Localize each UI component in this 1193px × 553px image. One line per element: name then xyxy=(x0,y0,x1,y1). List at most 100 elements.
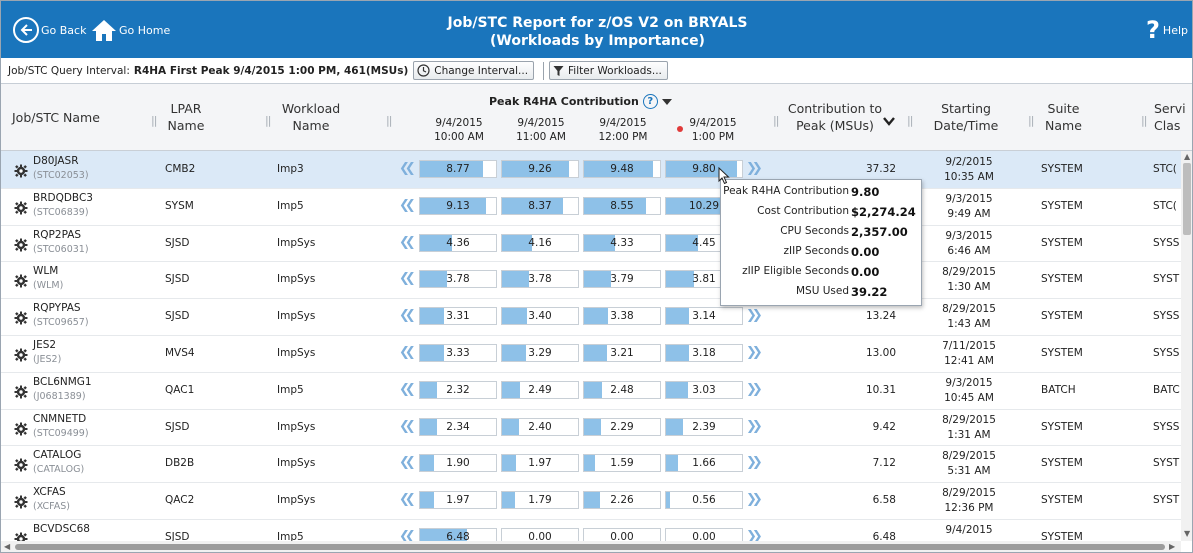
contribution-bar[interactable]: 3.31 xyxy=(419,307,497,326)
scroll-right-double-chevron-icon[interactable]: ❯❯ xyxy=(746,492,763,508)
vertical-scrollbar[interactable]: ▲ ▼ xyxy=(1181,151,1192,541)
scroll-left-double-chevron-icon[interactable]: ❮❮ xyxy=(399,234,416,250)
go-home-button[interactable]: Go Home xyxy=(91,15,170,45)
job-name[interactable]: CNMNETD xyxy=(33,412,87,425)
scroll-right-arrow-icon[interactable]: ▶ xyxy=(1169,542,1176,551)
contribution-bar[interactable]: 3.38 xyxy=(583,307,661,326)
table-row[interactable]: BCL6NMG1 (J0681389) QAC1 Imp5 ❮❮ 2.32 2.49 2.48… xyxy=(1,372,1181,410)
gear-icon[interactable] xyxy=(14,163,28,182)
sort-descending-icon[interactable] xyxy=(883,111,895,130)
contribution-bar[interactable]: 2.29 xyxy=(583,417,661,436)
scroll-left-double-chevron-icon[interactable]: ❮❮ xyxy=(399,418,416,434)
table-row[interactable]: BRDQDBC3 (STC06839) SYSM Imp5 ❮❮ 9.13 8.37 8.55… xyxy=(1,188,1181,226)
contribution-bar[interactable]: 3.40 xyxy=(501,307,579,326)
contribution-bar[interactable]: 8.55 xyxy=(583,196,661,215)
scroll-left-double-chevron-icon[interactable]: ❮❮ xyxy=(399,161,416,176)
gear-icon[interactable] xyxy=(14,237,28,256)
vertical-scroll-thumb[interactable] xyxy=(1183,163,1191,235)
contribution-bar[interactable]: 9.80 xyxy=(665,160,743,178)
scroll-left-double-chevron-icon[interactable]: ❮❮ xyxy=(399,492,416,508)
table-row[interactable]: XCFAS (XCFAS) QAC2 ImpSys ❮❮ 1.97 1.79 2.26 0.56… xyxy=(1,482,1181,520)
job-name[interactable]: BRDQDBC3 xyxy=(33,191,93,204)
col-service-class[interactable]: Servi Clas xyxy=(1154,100,1186,134)
gear-icon[interactable] xyxy=(14,384,28,403)
scroll-left-double-chevron-icon[interactable]: ❮❮ xyxy=(399,271,416,287)
contribution-bar[interactable]: 3.18 xyxy=(665,344,743,362)
column-resize-handle[interactable]: || xyxy=(386,114,393,127)
contribution-bar[interactable]: 1.79 xyxy=(501,491,579,510)
gear-icon[interactable] xyxy=(14,494,28,513)
col-starting-datetime[interactable]: Starting Date/Time xyxy=(926,100,1006,134)
column-resize-handle[interactable]: || xyxy=(1141,114,1148,127)
scroll-right-double-chevron-icon[interactable]: ❯❯ xyxy=(746,381,763,397)
contribution-bar[interactable]: 3.78 xyxy=(501,270,579,289)
contribution-bar[interactable]: 3.79 xyxy=(583,270,661,289)
contribution-bar[interactable]: 3.29 xyxy=(501,344,579,362)
scroll-right-double-chevron-icon[interactable]: ❯❯ xyxy=(746,308,763,324)
col-lpar-name[interactable]: LPAR Name xyxy=(161,100,211,134)
scroll-left-double-chevron-icon[interactable]: ❮❮ xyxy=(399,345,416,360)
contribution-bar[interactable]: 2.49 xyxy=(501,380,579,399)
table-row[interactable]: JES2 (JES2) MVS4 ImpSys ❮❮ 3.33 3.29 3.21 3.18 ❯❯… xyxy=(1,335,1181,373)
scroll-left-arrow-icon[interactable]: ◀ xyxy=(4,542,11,551)
gear-icon[interactable] xyxy=(14,347,28,366)
contribution-bar[interactable]: 4.33 xyxy=(583,233,661,252)
contribution-bar[interactable]: 2.48 xyxy=(583,380,661,399)
table-row[interactable]: D80JASR (STC02053) CMB2 Imp3 ❮❮ 8.77 9.26 9.48 9… xyxy=(1,151,1181,189)
contribution-bar[interactable]: 4.36 xyxy=(419,233,497,252)
scroll-right-double-chevron-icon[interactable]: ❯❯ xyxy=(746,418,763,434)
job-name[interactable]: BCL6NMG1 xyxy=(33,375,92,388)
contribution-bar[interactable]: 9.13 xyxy=(419,196,497,215)
col-workload-name[interactable]: Workload Name xyxy=(276,100,346,134)
column-resize-handle[interactable]: || xyxy=(265,114,272,127)
contribution-bar[interactable]: 0.00 xyxy=(665,528,743,541)
contribution-bar[interactable]: 4.16 xyxy=(501,233,579,252)
col-contribution-peak[interactable]: Contribution to Peak (MSUs) xyxy=(781,100,889,134)
table-row[interactable]: WLM(WLM)SJSDImpSys❮❮3.783.783.793.81❯❯8/… xyxy=(1,261,1181,300)
job-name[interactable]: JES2 xyxy=(33,339,57,351)
scroll-left-double-chevron-icon[interactable]: ❮❮ xyxy=(399,197,416,213)
contribution-bar[interactable]: 0.00 xyxy=(501,528,579,541)
scroll-left-double-chevron-icon[interactable]: ❮❮ xyxy=(399,529,416,541)
contribution-bar[interactable]: 3.33 xyxy=(419,344,497,362)
horizontal-scroll-thumb[interactable] xyxy=(15,544,1165,550)
question-icon[interactable]: ? xyxy=(642,94,658,109)
table-row[interactable]: CATALOG (CATALOG) DB2B ImpSys ❮❮ 1.90 1.97 1.59… xyxy=(1,445,1181,484)
scroll-down-arrow-icon[interactable]: ▼ xyxy=(1184,529,1191,538)
col-suite-name[interactable]: Suite Name xyxy=(1041,100,1086,134)
job-name[interactable]: D80JASR xyxy=(33,155,79,167)
scroll-left-double-chevron-icon[interactable]: ❮❮ xyxy=(399,455,416,471)
contribution-bar[interactable]: 3.03 xyxy=(665,380,743,399)
job-name[interactable]: XCFAS xyxy=(33,486,66,499)
contribution-bar[interactable]: 2.40 xyxy=(501,417,579,436)
column-resize-handle[interactable]: || xyxy=(907,114,914,127)
contribution-bar[interactable]: 9.48 xyxy=(583,160,661,178)
contribution-bar[interactable]: 8.37 xyxy=(501,196,579,215)
contribution-bar[interactable]: 0.00 xyxy=(583,528,661,541)
contribution-bar[interactable]: 3.21 xyxy=(583,344,661,362)
table-row[interactable]: CNMNETD (STC09499) SJSD ImpSys ❮❮ 2.34 2.40 2.2… xyxy=(1,409,1181,447)
contribution-bar[interactable]: 1.97 xyxy=(501,454,579,473)
dropdown-triangle-icon[interactable] xyxy=(661,98,672,105)
job-name[interactable]: BCVDSC68 xyxy=(33,523,90,535)
gear-icon[interactable] xyxy=(14,457,28,476)
contribution-bar[interactable]: 1.66 xyxy=(665,454,743,473)
job-name[interactable]: WLM xyxy=(33,265,59,278)
scroll-up-arrow-icon[interactable]: ▲ xyxy=(1184,152,1191,161)
contribution-bar[interactable]: 2.39 xyxy=(665,417,743,436)
column-resize-handle[interactable]: || xyxy=(151,114,158,127)
contribution-bar[interactable]: 2.32 xyxy=(419,380,497,399)
change-interval-button[interactable]: Change Interval... xyxy=(413,61,535,80)
filter-workloads-button[interactable]: Filter Workloads... xyxy=(549,61,668,80)
help-button[interactable]: ? Help xyxy=(1146,18,1188,42)
gear-icon[interactable] xyxy=(14,421,28,440)
scroll-right-double-chevron-icon[interactable]: ❯❯ xyxy=(746,529,763,541)
go-back-button[interactable]: Go Back xyxy=(13,15,86,45)
column-resize-handle[interactable]: || xyxy=(1028,114,1035,127)
contribution-bar[interactable]: 1.97 xyxy=(419,491,497,510)
gear-icon[interactable] xyxy=(14,200,28,219)
contribution-bar[interactable]: 8.77 xyxy=(419,160,497,178)
table-row[interactable]: RQPYPAS (STC09657) SJSD ImpSys ❮❮ 3.31 3.40 3.3… xyxy=(1,298,1181,336)
horizontal-scrollbar[interactable]: ◀ ▶ xyxy=(1,541,1181,552)
contribution-bar[interactable]: 1.59 xyxy=(583,454,661,473)
